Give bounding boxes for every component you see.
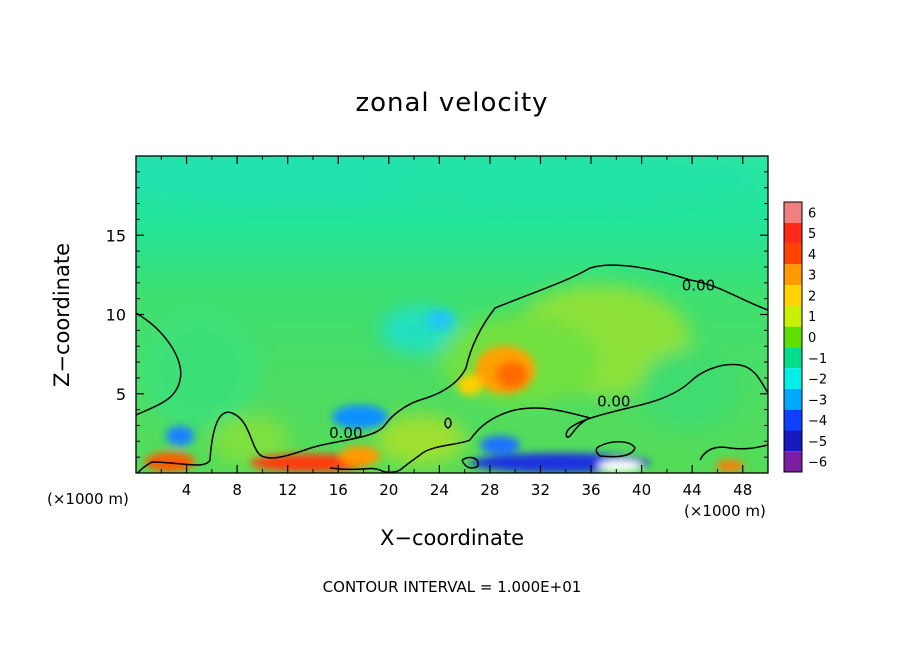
colorbar-label: 3 <box>808 269 816 284</box>
colorbar-swatch <box>784 368 802 389</box>
x-tick-label: 16 <box>329 481 348 499</box>
colorbar-swatch <box>784 409 802 431</box>
contour-label: 0.00 <box>329 424 362 442</box>
x-tick-label: 8 <box>232 481 242 499</box>
colorbar-label: −1 <box>808 352 827 367</box>
colorbar-swatch <box>784 451 802 472</box>
colorbar-label: 2 <box>808 289 816 304</box>
x-tick-label: 4 <box>182 481 192 499</box>
colorbar-label: 1 <box>808 310 816 325</box>
x-tick-label: 28 <box>480 481 499 499</box>
contour-label: 0.00 <box>682 277 715 295</box>
heatmap-blob <box>375 415 465 465</box>
colorbar-label: 5 <box>808 227 816 242</box>
heatmap-blob <box>250 454 370 472</box>
colorbar: 6 5 4 3 2 1 0 −1 −2 −3 −4 −5 −6 <box>783 201 827 473</box>
heatmap-blob <box>716 460 744 472</box>
colorbar-swatch <box>784 326 802 348</box>
x-tick-label: 40 <box>632 481 651 499</box>
colorbar-label: −6 <box>808 456 827 471</box>
contour-line <box>595 441 636 458</box>
heatmap-blob <box>140 310 260 430</box>
x-tick-label: 24 <box>430 481 449 499</box>
contour-lines <box>136 264 768 473</box>
colorbar-swatch <box>784 430 802 452</box>
colorbar-label: −5 <box>808 435 827 450</box>
colorbar-label: −2 <box>808 373 827 388</box>
colorbar-frame <box>783 201 803 473</box>
x-tick-label: 48 <box>733 481 752 499</box>
contour-line <box>329 363 768 473</box>
y-tick-label: 10 <box>106 306 126 325</box>
y-axis-label: Z−coordinate <box>50 243 74 387</box>
colorbar-swatch <box>784 388 802 410</box>
colorbar-swatch <box>784 347 802 369</box>
x-tick-label: 44 <box>683 481 702 499</box>
heatmap-blob <box>598 460 642 472</box>
contour-line <box>699 444 768 461</box>
colorbar-swatch <box>784 222 802 244</box>
heatmap-blob <box>480 436 520 454</box>
heatmap-blob <box>640 350 740 430</box>
x-tick-label: 36 <box>581 481 600 499</box>
x-tick-label: 12 <box>278 481 297 499</box>
contour-line <box>137 264 768 473</box>
heatmap-blob <box>166 426 194 446</box>
contour-line <box>461 456 479 469</box>
y-tick-label: 15 <box>106 226 126 245</box>
heatmap-field <box>136 156 768 473</box>
heatmap-blob <box>360 156 760 204</box>
heatmap-blob <box>458 375 482 395</box>
heatmap-blob <box>426 310 454 330</box>
contour-labels: 0.00 0.00 0.00 <box>329 277 715 442</box>
x-unit-label-right: (×1000 m) <box>684 502 766 520</box>
heatmap-blob <box>340 446 380 466</box>
contour-interval-note: CONTOUR INTERVAL = 1.000E+01 <box>322 578 582 596</box>
x-tick-label: 32 <box>531 481 550 499</box>
x-axis-label: X−coordinate <box>380 526 524 550</box>
colorbar-swatch <box>784 202 802 223</box>
heatmap-blob <box>145 452 195 472</box>
colorbar-label: −3 <box>808 393 827 408</box>
heatmap-blob <box>496 361 528 389</box>
contour-label: 0.00 <box>597 392 630 410</box>
contour-line <box>136 312 182 416</box>
chart-title: zonal velocity <box>355 88 549 118</box>
x-unit-label-left: (×1000 m) <box>47 490 129 508</box>
colorbar-swatch <box>784 285 802 306</box>
heatmap-blob <box>332 405 388 429</box>
contour-line <box>444 417 452 429</box>
colorbar-swatch <box>784 243 802 265</box>
colorbar-swatch <box>784 305 802 327</box>
colorbar-label: 6 <box>808 206 816 221</box>
colorbar-swatch <box>784 264 802 286</box>
x-tick-label: 20 <box>379 481 398 499</box>
colorbar-label: 0 <box>808 331 816 346</box>
colorbar-label: 4 <box>808 248 816 263</box>
colorbar-label: −4 <box>808 414 827 429</box>
heatmap-blob <box>210 415 290 465</box>
y-tick-label: 5 <box>116 385 126 404</box>
